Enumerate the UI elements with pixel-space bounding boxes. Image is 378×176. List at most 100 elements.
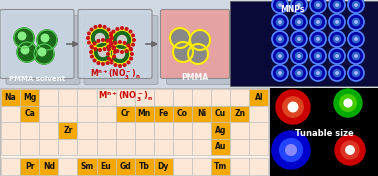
Circle shape <box>352 35 359 43</box>
Circle shape <box>336 72 338 74</box>
Circle shape <box>352 69 359 77</box>
Circle shape <box>97 40 100 42</box>
Circle shape <box>295 18 303 26</box>
FancyBboxPatch shape <box>78 10 152 78</box>
Bar <box>211 158 230 174</box>
Bar <box>249 122 268 139</box>
Circle shape <box>279 21 281 23</box>
Circle shape <box>333 1 341 9</box>
Bar <box>1 89 20 105</box>
Bar <box>230 122 249 139</box>
Circle shape <box>99 49 101 51</box>
Circle shape <box>272 14 288 30</box>
Circle shape <box>291 14 307 30</box>
Bar <box>96 89 116 105</box>
Circle shape <box>111 37 113 39</box>
Bar <box>135 158 154 174</box>
Bar <box>1 139 20 155</box>
Circle shape <box>110 32 112 35</box>
Text: $\mathbf{M^{n+}(NO_3^-)_n}$: $\mathbf{M^{n+}(NO_3^-)_n}$ <box>98 90 153 104</box>
Circle shape <box>291 0 307 13</box>
Circle shape <box>112 30 132 50</box>
Circle shape <box>125 50 128 52</box>
Circle shape <box>355 55 357 57</box>
Circle shape <box>17 42 37 62</box>
Bar <box>154 158 173 174</box>
Circle shape <box>114 51 116 53</box>
Bar <box>1 122 20 139</box>
Bar <box>77 89 96 105</box>
Circle shape <box>291 65 307 81</box>
Circle shape <box>329 48 345 64</box>
Circle shape <box>116 49 124 58</box>
Circle shape <box>170 28 190 48</box>
Circle shape <box>110 44 130 64</box>
Bar <box>270 88 378 176</box>
Text: Ni: Ni <box>197 109 206 118</box>
Circle shape <box>88 41 90 44</box>
Circle shape <box>18 32 26 40</box>
Circle shape <box>333 18 341 26</box>
Circle shape <box>108 57 110 60</box>
FancyBboxPatch shape <box>6 15 80 84</box>
FancyBboxPatch shape <box>0 10 74 78</box>
Bar <box>173 122 192 139</box>
Text: Tm: Tm <box>214 162 227 171</box>
FancyBboxPatch shape <box>84 15 158 84</box>
Bar <box>0 88 270 175</box>
Bar <box>192 139 211 155</box>
Text: MNPs: MNPs <box>280 5 304 14</box>
Circle shape <box>333 69 341 77</box>
Bar <box>211 105 230 122</box>
Bar <box>230 89 249 105</box>
Text: Gd: Gd <box>119 162 131 171</box>
Bar <box>58 139 77 155</box>
Circle shape <box>276 35 284 43</box>
Text: Sm: Sm <box>80 162 94 171</box>
Bar <box>58 105 77 122</box>
Text: Zr: Zr <box>63 126 73 135</box>
Circle shape <box>314 69 322 77</box>
Circle shape <box>283 97 303 117</box>
Circle shape <box>276 90 310 124</box>
Circle shape <box>314 52 322 60</box>
Bar <box>1 158 20 174</box>
Bar <box>1 105 20 122</box>
Bar <box>173 139 192 155</box>
Circle shape <box>173 42 193 62</box>
Circle shape <box>110 61 113 64</box>
Circle shape <box>329 65 345 81</box>
Circle shape <box>41 34 49 42</box>
Bar <box>39 139 58 155</box>
Circle shape <box>355 21 357 23</box>
Bar <box>192 122 211 139</box>
Circle shape <box>344 99 352 107</box>
Circle shape <box>291 31 307 47</box>
Circle shape <box>355 4 357 6</box>
Text: Fe: Fe <box>158 109 169 118</box>
Circle shape <box>295 69 303 77</box>
Circle shape <box>317 4 319 6</box>
Bar <box>154 105 173 122</box>
Text: Au: Au <box>215 142 226 151</box>
Circle shape <box>123 42 126 44</box>
Circle shape <box>133 39 135 41</box>
Circle shape <box>352 18 359 26</box>
Bar <box>20 158 39 174</box>
Circle shape <box>108 48 110 51</box>
Bar <box>77 139 96 155</box>
Bar <box>192 105 211 122</box>
Bar <box>173 89 192 105</box>
Bar <box>77 122 96 139</box>
Circle shape <box>348 65 364 81</box>
Circle shape <box>333 35 341 43</box>
Bar <box>249 105 268 122</box>
Circle shape <box>102 39 104 41</box>
Bar <box>39 158 58 174</box>
Circle shape <box>276 52 284 60</box>
Bar <box>58 89 77 105</box>
Circle shape <box>112 30 115 33</box>
Bar <box>0 0 378 88</box>
Circle shape <box>94 26 97 28</box>
Text: Tb: Tb <box>139 162 150 171</box>
